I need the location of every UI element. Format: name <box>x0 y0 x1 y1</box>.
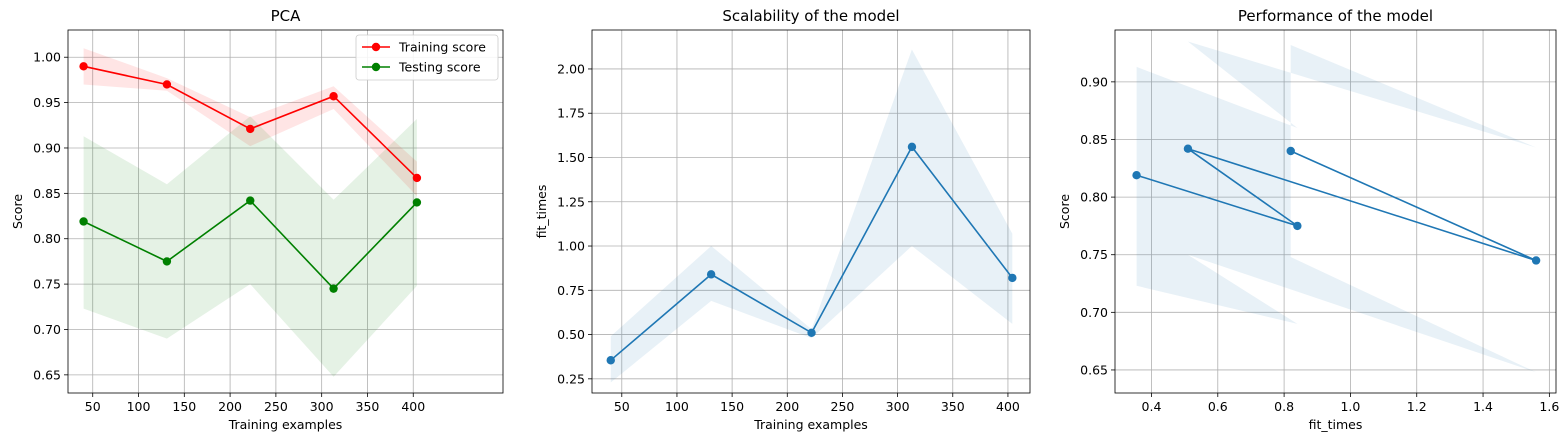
data-point <box>606 356 615 365</box>
legend-label: Testing score <box>398 60 481 75</box>
y-tick-label: 0.70 <box>1080 305 1108 320</box>
x-tick-label: 100 <box>665 399 689 414</box>
chart-3: 0.4 0.6 0.8 1.0 1.2 1.4 1.6 0.65 0.70 0.75 0.80 0.8… <box>1057 7 1559 432</box>
data-point <box>706 270 716 279</box>
y-tick-label: 0.80 <box>33 231 61 246</box>
data-point <box>246 124 255 134</box>
y-tick-label: 0.75 <box>33 277 61 292</box>
data-point <box>1293 221 1302 231</box>
confidence-band <box>83 116 417 377</box>
legend: Training score Testing score <box>355 34 499 81</box>
y-tick-label: 0.65 <box>1080 362 1108 377</box>
x-tick-label: 0.6 <box>1208 399 1228 414</box>
plot-frame <box>67 29 504 394</box>
y-tick-label: 0.75 <box>1080 247 1108 262</box>
confidence-band <box>1136 41 1537 373</box>
x-axis-label: fit_times <box>1309 417 1363 432</box>
y-tick-label: 1.50 <box>557 150 585 165</box>
data-point <box>412 173 422 183</box>
x-tick-label: 150 <box>172 399 196 414</box>
plot-frame <box>1114 29 1557 394</box>
y-tick-label: 2.00 <box>557 61 585 76</box>
x-tick-label: 1.6 <box>1539 399 1559 414</box>
chart-title: Performance of the model <box>1238 7 1433 25</box>
chart-title: PCA <box>271 7 302 25</box>
x-tick-label: 400 <box>401 399 425 414</box>
x-tick-label: 350 <box>941 399 965 414</box>
x-tick-label: 250 <box>831 399 855 414</box>
y-tick-label: 0.65 <box>33 367 61 382</box>
y-tick-label: 0.70 <box>33 322 61 337</box>
y-axis-label: Score <box>10 194 25 229</box>
x-tick-label: 300 <box>886 399 910 414</box>
chart-1: 50 100 150 200 250 300 350 400 0.65 0.70 0.75 0.80 0… <box>10 7 504 432</box>
x-tick-label: 50 <box>614 399 630 414</box>
y-tick-label: 0.95 <box>33 95 61 110</box>
y-tick-label: 0.25 <box>557 371 585 386</box>
x-tick-label: 50 <box>85 399 101 414</box>
data-point <box>1531 256 1541 265</box>
data-point <box>807 328 816 337</box>
y-tick-label: 0.50 <box>557 327 585 342</box>
data-point <box>79 62 88 71</box>
data-point <box>162 80 172 89</box>
chart-title: Scalability of the model <box>722 7 899 25</box>
data-point <box>412 198 422 207</box>
grid <box>1115 30 1556 393</box>
y-tick-label: 1.25 <box>557 194 585 209</box>
grid <box>68 30 503 393</box>
plot-frame <box>591 29 1031 394</box>
data-point <box>246 196 255 205</box>
data-point <box>1286 146 1295 156</box>
y-tick-label: 0.75 <box>557 283 585 298</box>
x-tick-label: 1.4 <box>1473 399 1493 414</box>
data-point <box>79 217 88 226</box>
data-point <box>1008 273 1017 283</box>
y-tick-label: 1.00 <box>33 50 61 65</box>
data-point <box>329 284 338 293</box>
x-tick-label: 350 <box>356 399 380 414</box>
x-tick-label: 400 <box>996 399 1020 414</box>
x-tick-label: 300 <box>310 399 334 414</box>
y-tick-label: 1.00 <box>557 239 585 254</box>
x-axis-label: Training examples <box>228 417 343 432</box>
y-tick-label: 0.90 <box>1080 74 1108 89</box>
data-point <box>1132 171 1141 180</box>
y-tick-label: 0.85 <box>33 186 61 201</box>
legend-box <box>355 34 499 81</box>
confidence-band <box>610 49 1013 383</box>
y-tick-label: 0.80 <box>1080 190 1108 205</box>
legend-marker <box>371 62 381 72</box>
y-tick-label: 0.90 <box>33 140 61 155</box>
data-point <box>1183 144 1193 153</box>
x-axis-label: Training examples <box>753 417 868 432</box>
x-tick-label: 1.2 <box>1407 399 1427 414</box>
chart-2: 50 100 150 200 250 300 350 400 0.25 0.50 0.75 1.00 1… <box>534 7 1031 432</box>
data-point <box>329 92 338 101</box>
y-axis-label: fit_times <box>534 185 549 239</box>
y-tick-label: 0.85 <box>1080 132 1108 147</box>
legend-label: Training score <box>398 40 486 55</box>
x-tick-label: 250 <box>264 399 288 414</box>
data-point <box>162 257 172 266</box>
x-tick-label: 200 <box>218 399 242 414</box>
x-tick-label: 1.0 <box>1340 399 1360 414</box>
x-tick-label: 100 <box>127 399 151 414</box>
y-tick-label: 1.75 <box>557 106 585 121</box>
data-point <box>907 142 917 152</box>
x-tick-label: 200 <box>775 399 799 414</box>
legend-marker <box>371 42 381 52</box>
x-tick-label: 0.4 <box>1142 399 1162 414</box>
x-tick-label: 150 <box>720 399 744 414</box>
x-tick-label: 0.8 <box>1274 399 1294 414</box>
y-axis-label: Score <box>1057 194 1072 229</box>
